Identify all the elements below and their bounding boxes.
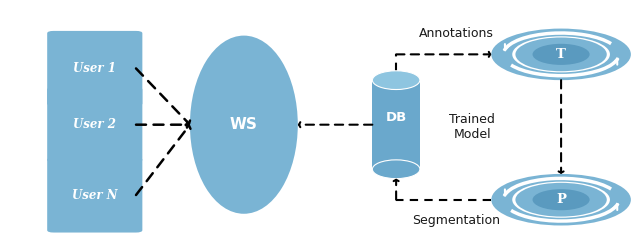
FancyBboxPatch shape: [47, 87, 142, 162]
FancyArrowPatch shape: [136, 125, 191, 195]
Text: User N: User N: [72, 189, 118, 202]
Text: Annotations: Annotations: [419, 27, 494, 40]
Text: WS: WS: [230, 117, 258, 132]
Text: T: T: [556, 48, 566, 61]
FancyBboxPatch shape: [47, 157, 142, 233]
Circle shape: [532, 44, 589, 65]
FancyArrowPatch shape: [559, 80, 564, 173]
FancyArrowPatch shape: [136, 122, 189, 128]
Circle shape: [512, 36, 610, 72]
FancyArrowPatch shape: [396, 52, 490, 57]
Text: DB: DB: [385, 111, 407, 124]
Ellipse shape: [190, 36, 298, 214]
Text: User 1: User 1: [74, 62, 116, 75]
Circle shape: [512, 182, 610, 218]
Circle shape: [492, 29, 631, 80]
FancyArrowPatch shape: [136, 68, 190, 125]
Circle shape: [492, 174, 631, 226]
FancyArrowPatch shape: [394, 180, 399, 200]
Text: Segmentation: Segmentation: [412, 214, 500, 227]
Circle shape: [532, 189, 589, 210]
Text: Trained
Model: Trained Model: [449, 113, 495, 141]
FancyBboxPatch shape: [47, 31, 142, 106]
Text: User 2: User 2: [74, 118, 116, 131]
FancyArrowPatch shape: [299, 122, 372, 127]
Text: P: P: [556, 193, 566, 206]
Ellipse shape: [372, 160, 420, 179]
Bar: [372, 80, 420, 169]
Ellipse shape: [372, 71, 420, 90]
